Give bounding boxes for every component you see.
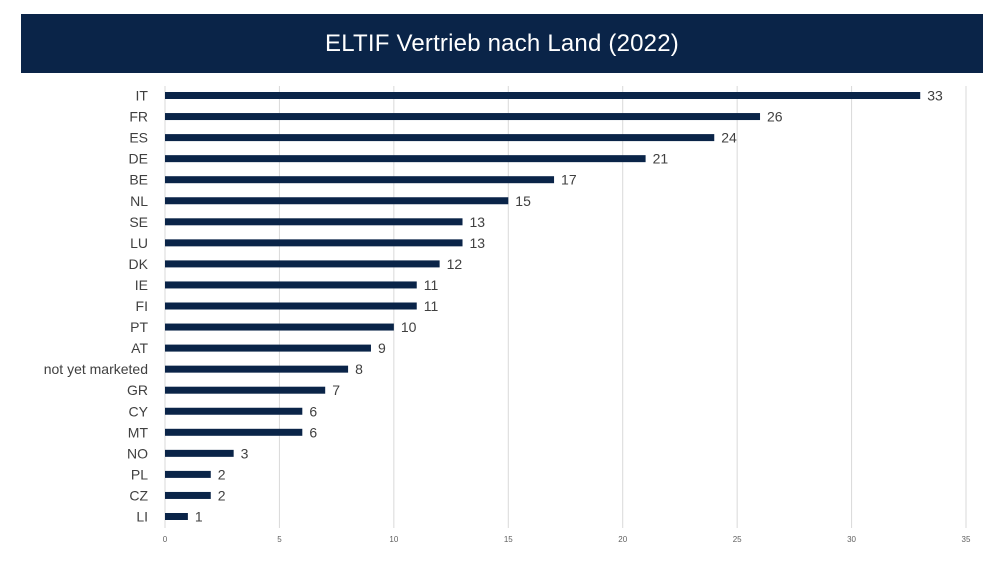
bar <box>165 344 371 352</box>
category-label: DK <box>129 256 149 272</box>
x-tick-label: 15 <box>504 535 513 544</box>
data-label: 11 <box>424 298 439 314</box>
bar <box>165 197 509 205</box>
bar <box>165 260 440 268</box>
data-label: 2 <box>218 466 226 482</box>
data-label: 12 <box>447 256 463 272</box>
category-labels: IT FR ES DE BE NL SE LU DK IE FI PT AT not yet market… <box>44 88 149 525</box>
category-label: MT <box>128 424 149 440</box>
bar <box>165 513 188 520</box>
bar <box>165 449 234 457</box>
bars <box>165 92 921 520</box>
data-label: 3 <box>241 445 249 461</box>
bar <box>165 92 921 99</box>
bar <box>165 365 349 373</box>
bar <box>165 239 463 247</box>
category-label: SE <box>129 214 148 230</box>
data-label: 10 <box>401 319 417 335</box>
category-label: FR <box>129 109 148 125</box>
data-label: 11 <box>424 277 439 293</box>
data-label: 6 <box>309 424 317 440</box>
data-label: 17 <box>561 172 577 188</box>
bar <box>165 113 761 121</box>
bar <box>165 407 303 415</box>
category-label: not yet marketed <box>44 361 148 377</box>
category-label: NO <box>127 445 148 461</box>
x-tick-label: 25 <box>733 535 742 544</box>
category-label: FI <box>136 298 148 314</box>
category-label: LU <box>130 235 148 251</box>
data-label: 6 <box>309 403 317 419</box>
data-label: 9 <box>378 340 386 356</box>
chart-title: ELTIF Vertrieb nach Land (2022) <box>325 29 679 57</box>
bar <box>165 155 646 163</box>
data-label: 1 <box>195 509 203 525</box>
x-tick-label: 10 <box>389 535 398 544</box>
bar <box>165 323 394 331</box>
category-label: NL <box>130 193 148 209</box>
category-label: BE <box>129 172 148 188</box>
category-label: CY <box>129 403 149 419</box>
data-label: 15 <box>515 193 531 209</box>
x-tick-label: 30 <box>847 535 856 544</box>
category-label: ES <box>129 130 148 146</box>
bar <box>165 491 211 499</box>
category-label: GR <box>127 382 148 398</box>
data-label: 21 <box>653 151 669 167</box>
category-label: AT <box>131 340 148 356</box>
data-label: 7 <box>332 382 340 398</box>
data-label: 8 <box>355 361 363 377</box>
category-label: IT <box>136 88 149 104</box>
data-label: 2 <box>218 487 226 503</box>
bar <box>165 428 303 436</box>
bar <box>165 302 417 310</box>
data-label: 24 <box>721 130 737 146</box>
x-tick-label: 35 <box>962 535 971 544</box>
x-tick-label: 5 <box>277 535 282 544</box>
title-banner: ELTIF Vertrieb nach Land (2022) <box>21 14 983 73</box>
category-label: CZ <box>129 487 148 503</box>
bar <box>165 470 211 478</box>
category-label: PT <box>130 319 148 335</box>
data-label: 13 <box>470 214 486 230</box>
bar <box>165 176 555 184</box>
category-label: DE <box>129 151 148 167</box>
bar <box>165 134 715 142</box>
bar <box>165 386 326 394</box>
data-label: 33 <box>927 88 943 104</box>
bar <box>165 281 417 289</box>
category-label: LI <box>136 509 148 525</box>
bar <box>165 218 463 226</box>
x-axis-ticks: 0 5 10 15 20 25 30 35 <box>163 535 971 544</box>
data-label: 26 <box>767 109 783 125</box>
x-tick-label: 20 <box>618 535 627 544</box>
data-label: 13 <box>470 235 486 251</box>
x-tick-label: 0 <box>163 535 168 544</box>
category-label: PL <box>131 466 148 482</box>
category-label: IE <box>135 277 148 293</box>
